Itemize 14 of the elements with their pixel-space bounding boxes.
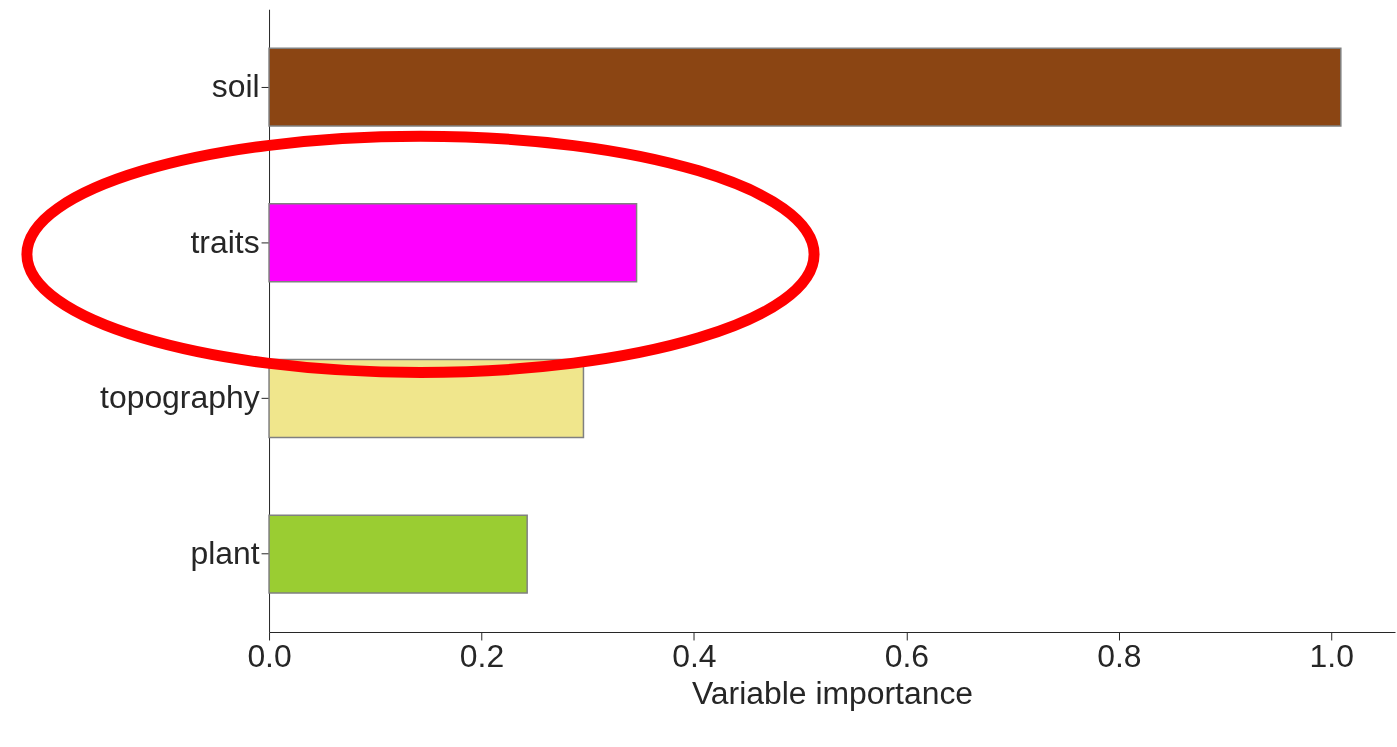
x-tick-label: 0.0 xyxy=(247,638,292,675)
x-tick-label: 0.6 xyxy=(884,638,930,675)
bar xyxy=(268,47,1342,127)
y-tick-label: topography xyxy=(100,379,260,416)
x-tick-label: 1.0 xyxy=(1309,638,1354,675)
x-axis-title: Variable importance xyxy=(691,675,974,712)
y-tick-label: plant xyxy=(190,535,260,572)
y-tick-label: soil xyxy=(211,68,260,105)
x-tick-label: 0.8 xyxy=(1097,638,1142,675)
x-tick-label: 0.2 xyxy=(459,638,505,675)
bar xyxy=(268,203,638,283)
y-tick-label: traits xyxy=(190,223,260,260)
x-tick-label: 0.4 xyxy=(672,638,717,675)
bar xyxy=(268,514,528,594)
